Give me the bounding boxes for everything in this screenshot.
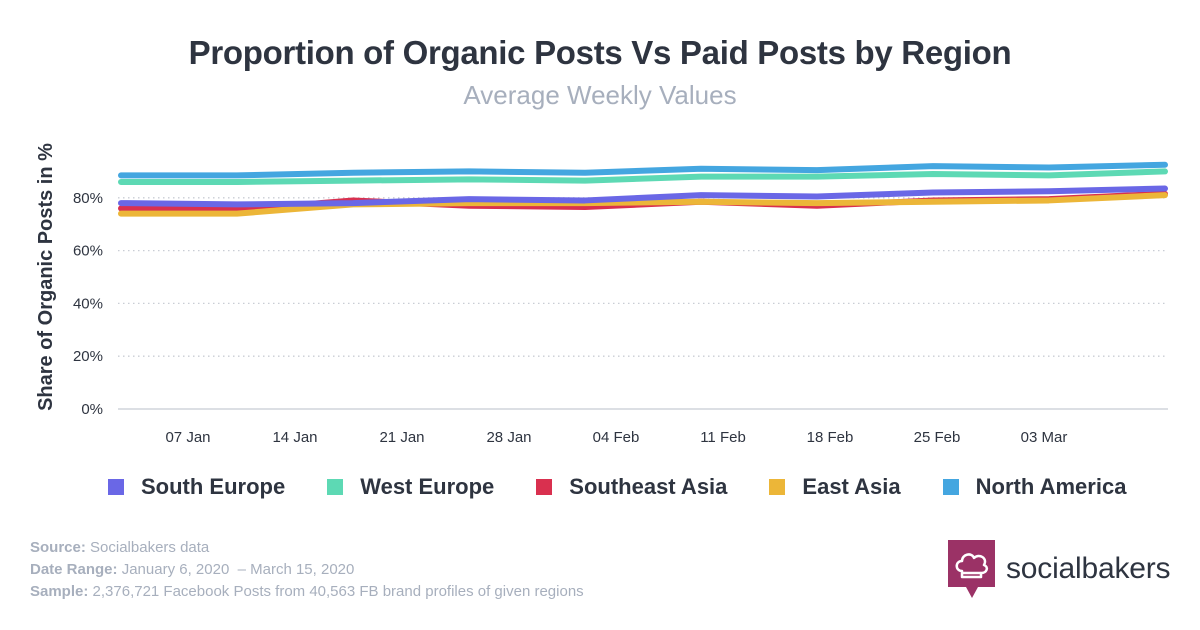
legend-label: East Asia: [802, 474, 901, 499]
y-tick-label: 60%: [73, 243, 103, 260]
y-tick-label: 40%: [73, 295, 103, 312]
legend-label: Southeast Asia: [569, 474, 728, 499]
x-tick-label: 07 Jan: [165, 429, 210, 446]
x-tick-label: 25 Feb: [914, 429, 961, 446]
legend-swatch: [942, 479, 959, 495]
series-lines: [118, 161, 1168, 217]
y-axis-label: Share of Organic Posts in %: [35, 143, 57, 411]
source-value: Socialbakers data: [90, 539, 210, 556]
date-range-note: Date Range: January 6, 2020 – March 15, …: [30, 561, 354, 578]
legend-item-southeast-asia: Southeast Asia: [536, 474, 727, 500]
series-line-south-europe: [118, 185, 1168, 208]
legend-label: West Europe: [360, 474, 495, 499]
date-range-label: Date Range:: [30, 561, 118, 578]
sample-value: 2,376,721 Facebook Posts from 40,563 FB …: [92, 583, 584, 600]
y-tick-label: 80%: [73, 190, 103, 207]
x-tick-label: 14 Jan: [272, 429, 317, 446]
legend-item-west-europe: West Europe: [327, 474, 494, 500]
legend-swatch: [327, 479, 344, 495]
sample-label: Sample:: [30, 583, 89, 600]
legend-item-east-asia: East Asia: [769, 474, 901, 500]
y-tick-label: 20%: [73, 348, 103, 365]
legend-item-north-america: North America: [942, 474, 1127, 500]
legend-label: South Europe: [141, 474, 286, 499]
series-line-east-asia: [118, 192, 1168, 217]
x-tick-label: 28 Jan: [486, 429, 531, 446]
source-note: Source: Socialbakers data: [30, 539, 209, 556]
x-tick-label: 21 Jan: [379, 429, 424, 446]
legend: South Europe West Europe Southeast Asia Eas…: [108, 472, 1168, 502]
brand-name: socialbakers: [1006, 552, 1171, 585]
legend-item-south-europe: South Europe: [108, 474, 285, 500]
x-tick-label: 03 Mar: [1021, 429, 1068, 446]
chart-title: Proportion of Organic Posts Vs Paid Post…: [188, 34, 1012, 71]
legend-swatch: [536, 479, 553, 495]
brand-logo-block: socialbakers: [948, 540, 1171, 598]
x-tick-label: 18 Feb: [807, 429, 854, 446]
legend-label: North America: [975, 474, 1127, 499]
y-tick-label: 0%: [81, 401, 103, 418]
y-axis-ticks: 0% 20% 40% 60% 80%: [73, 190, 103, 418]
chart-subtitle: Average Weekly Values: [463, 80, 737, 110]
date-range-value: January 6, 2020 – March 15, 2020: [121, 561, 355, 578]
chef-hat-icon: [948, 540, 995, 598]
sample-note: Sample: 2,376,721 Facebook Posts from 40…: [30, 583, 584, 600]
x-tick-label: 04 Feb: [593, 429, 640, 446]
legend-swatch: [769, 479, 786, 495]
source-label: Source:: [30, 539, 86, 556]
legend-swatch: [108, 479, 124, 495]
x-axis-ticks: 07 Jan 14 Jan 21 Jan 28 Jan 04 Feb 11 Feb 18 F…: [165, 429, 1067, 446]
x-tick-label: 11 Feb: [700, 429, 746, 446]
series-line-west-europe: [118, 168, 1168, 185]
grid-lines: [118, 197, 1168, 410]
series-line-north-america: [118, 161, 1168, 179]
